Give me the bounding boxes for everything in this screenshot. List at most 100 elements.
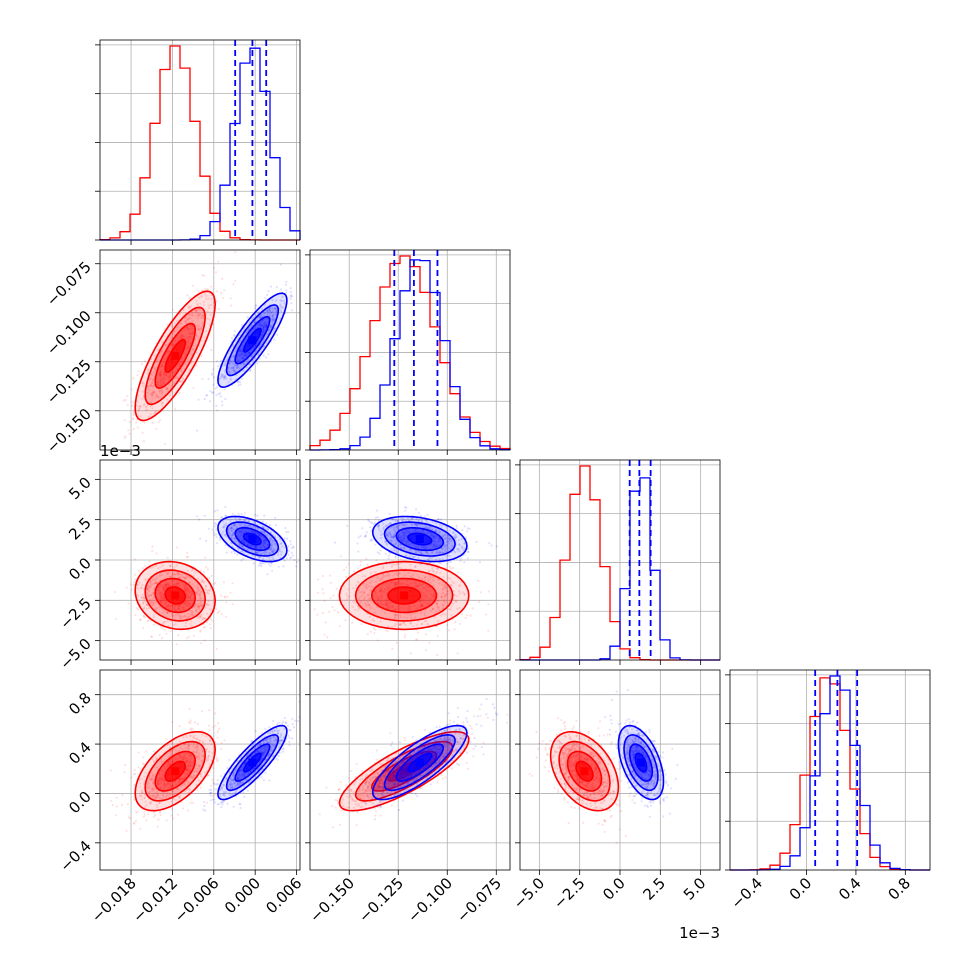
sample-point [239, 534, 242, 537]
sample-point [210, 303, 213, 307]
sample-point [178, 777, 181, 780]
sample-point [185, 595, 188, 598]
sample-point [208, 739, 211, 742]
sample-point [442, 607, 445, 610]
sample-point [426, 552, 429, 555]
sample-point [252, 531, 255, 534]
sample-point [224, 522, 228, 525]
sample-point [155, 758, 158, 761]
sample-point [432, 543, 435, 546]
sample-point [271, 299, 274, 302]
sample-point [135, 607, 138, 610]
sample-point [199, 328, 202, 331]
sample-point [452, 531, 455, 535]
sample-point [241, 350, 244, 353]
sample-point [420, 520, 423, 523]
sample-point [176, 365, 179, 368]
sample-point [168, 350, 171, 353]
sample-point [451, 581, 454, 584]
sample-point [373, 619, 376, 622]
sample-point [142, 601, 145, 604]
sample-point [360, 623, 363, 626]
sample-point [161, 611, 164, 614]
scatter-panel-0-2 [95, 459, 301, 665]
sample-point [219, 395, 222, 398]
sample-point [168, 761, 171, 765]
sample-point [250, 323, 253, 327]
sample-point [152, 613, 156, 617]
sample-point [453, 628, 456, 631]
sample-point [436, 600, 439, 603]
sample-point [157, 818, 160, 821]
sample-point [456, 547, 459, 551]
sample-point [265, 324, 268, 327]
sample-point [154, 601, 157, 604]
sample-point [178, 796, 181, 800]
sample-point [402, 532, 405, 536]
sample-point [165, 632, 168, 635]
sample-point [389, 522, 392, 525]
sample-point [187, 603, 190, 606]
sample-point [438, 609, 441, 612]
sample-point [449, 567, 453, 570]
sample-point [433, 545, 436, 548]
sample-point [215, 523, 218, 526]
sample-point [170, 336, 173, 339]
sample-point [218, 727, 221, 730]
sample-point [160, 380, 163, 383]
sample-point [450, 539, 453, 543]
sample-point [245, 366, 248, 369]
sample-point [254, 551, 257, 554]
sample-point [419, 583, 423, 586]
sample-point [380, 597, 383, 600]
sample-point [238, 543, 241, 547]
sample-point [437, 540, 440, 543]
sample-point [176, 813, 180, 816]
sample-point [184, 577, 187, 580]
sample-point [181, 807, 184, 810]
sample-point [155, 607, 158, 610]
sample-point [261, 319, 264, 322]
sample-point [202, 617, 205, 620]
sample-point [420, 604, 424, 607]
sample-point [206, 756, 209, 759]
sample-point [277, 565, 280, 568]
sample-point [172, 624, 175, 627]
sample-point [196, 745, 199, 748]
sample-point [233, 537, 236, 540]
sample-point [130, 776, 133, 779]
sample-point [280, 542, 283, 545]
sample-point [418, 530, 421, 533]
sample-point [256, 312, 260, 315]
sample-point [177, 362, 180, 365]
sample-point [433, 543, 436, 547]
sample-point [239, 333, 242, 336]
sample-point [385, 562, 388, 566]
sample-point [198, 765, 201, 768]
sample-point [231, 512, 234, 515]
sample-point [413, 616, 417, 619]
sample-point [373, 632, 376, 635]
sample-point [239, 383, 242, 386]
sample-point [423, 532, 426, 535]
sample-point [173, 609, 176, 612]
sample-point [187, 604, 190, 608]
sample-point [196, 304, 199, 307]
sample-point [405, 542, 408, 545]
sample-point [141, 385, 144, 388]
sample-point [174, 604, 177, 608]
sample-point [423, 614, 426, 617]
sample-point [439, 551, 442, 554]
sample-point [378, 519, 381, 522]
panel-frame [309, 249, 511, 451]
sample-point [242, 357, 245, 360]
sample-point [158, 389, 161, 392]
sample-point [192, 386, 195, 390]
sample-point [173, 573, 176, 576]
sample-point [156, 567, 160, 570]
sample-point [225, 359, 228, 362]
sample-point [240, 513, 243, 516]
sample-point [186, 748, 190, 752]
sample-point [142, 382, 145, 385]
sample-point [162, 586, 165, 589]
